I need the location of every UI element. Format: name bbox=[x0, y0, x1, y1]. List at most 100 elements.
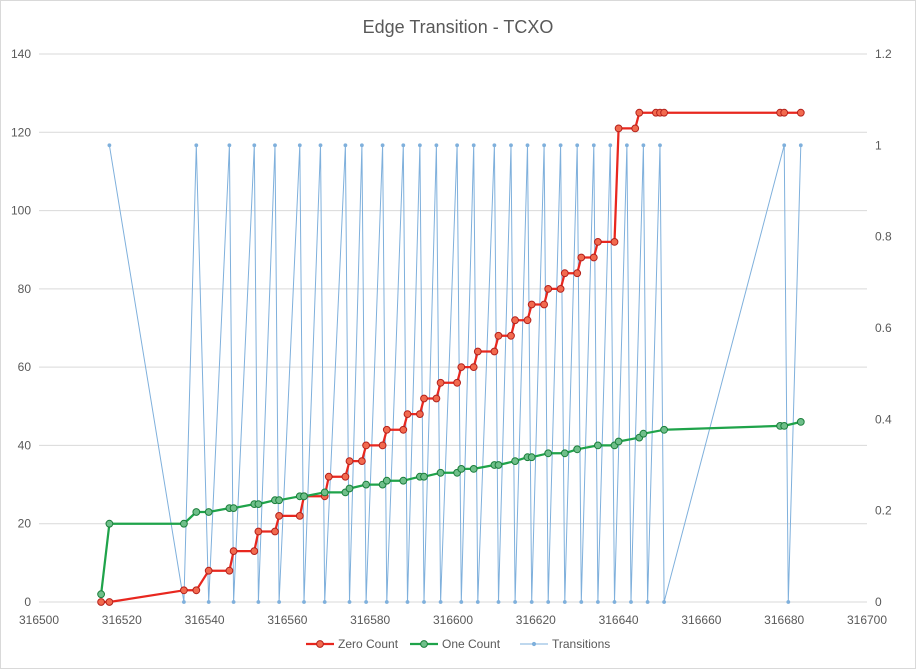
data-point bbox=[556, 285, 565, 293]
data-point bbox=[252, 143, 257, 148]
data-point bbox=[513, 600, 518, 604]
data-point bbox=[558, 143, 563, 148]
x-tick-label: 316680 bbox=[764, 613, 804, 627]
data-point bbox=[782, 143, 787, 148]
data-point bbox=[417, 143, 422, 148]
gridlines bbox=[39, 53, 867, 603]
data-point bbox=[204, 508, 213, 516]
y-tick-label: 100 bbox=[11, 204, 31, 218]
data-point bbox=[277, 600, 282, 604]
data-point bbox=[192, 508, 201, 516]
data-point bbox=[457, 465, 466, 473]
data-point bbox=[457, 363, 466, 372]
data-point bbox=[364, 600, 369, 604]
data-point bbox=[181, 600, 186, 604]
data-point bbox=[662, 600, 667, 604]
data-point bbox=[469, 363, 478, 372]
data-point bbox=[194, 143, 199, 148]
data-point bbox=[436, 378, 445, 387]
legend-marker bbox=[531, 641, 537, 647]
data-point bbox=[527, 300, 536, 309]
data-point bbox=[382, 425, 391, 434]
data-point bbox=[382, 476, 391, 485]
series-one-count bbox=[97, 418, 805, 599]
x-tick-label: 316540 bbox=[185, 613, 225, 627]
data-point bbox=[614, 437, 623, 446]
y2-tick-label: 0.6 bbox=[875, 321, 892, 335]
data-point bbox=[107, 143, 112, 148]
y2-tick-label: 0 bbox=[875, 595, 882, 609]
data-point bbox=[318, 143, 323, 148]
legend-marker bbox=[420, 640, 428, 648]
data-point bbox=[577, 253, 586, 262]
legend-label: Transitions bbox=[552, 637, 610, 651]
data-point bbox=[544, 449, 553, 458]
y2-tick-label: 1.2 bbox=[875, 47, 892, 61]
y-tick-label: 120 bbox=[11, 125, 31, 139]
data-point bbox=[573, 269, 582, 278]
data-point bbox=[614, 124, 623, 133]
data-point bbox=[359, 143, 364, 148]
data-point bbox=[594, 441, 602, 450]
data-point bbox=[496, 600, 501, 604]
data-point bbox=[511, 457, 519, 466]
data-point bbox=[97, 598, 105, 606]
data-point bbox=[796, 108, 805, 117]
data-point bbox=[562, 600, 567, 604]
legend-item-zero-count: Zero Count bbox=[306, 637, 399, 651]
y2-tick-label: 1 bbox=[875, 138, 882, 152]
data-point bbox=[544, 285, 553, 293]
y2-tick-label: 0.2 bbox=[875, 504, 892, 518]
data-point bbox=[254, 527, 263, 536]
data-point bbox=[275, 496, 284, 505]
data-point bbox=[300, 492, 308, 501]
data-point bbox=[527, 453, 536, 462]
series-transitions bbox=[107, 143, 803, 604]
y-tick-label: 0 bbox=[24, 595, 31, 609]
x-tick-label: 316600 bbox=[433, 613, 473, 627]
data-point bbox=[546, 600, 551, 604]
data-point bbox=[560, 269, 569, 278]
data-point bbox=[347, 600, 352, 604]
legend-marker bbox=[316, 640, 324, 648]
series-layer bbox=[97, 108, 805, 606]
data-point bbox=[629, 600, 633, 604]
data-point bbox=[225, 566, 234, 575]
data-point bbox=[660, 108, 668, 117]
data-point bbox=[399, 425, 408, 434]
data-point bbox=[432, 394, 441, 403]
x-tick-label: 316520 bbox=[102, 613, 142, 627]
data-point bbox=[401, 143, 406, 148]
y2-tick-label: 0.8 bbox=[875, 230, 892, 244]
data-point bbox=[295, 512, 304, 520]
data-point bbox=[302, 600, 306, 604]
data-point bbox=[658, 143, 662, 148]
legend: Zero Count One Count Transitions bbox=[306, 637, 610, 651]
axis-layer: 0 20 40 60 80 100 120 140 0 0.2 0.4 0.6 0.8 1 1.2 31650… bbox=[11, 47, 892, 627]
data-point bbox=[341, 472, 350, 481]
data-point bbox=[324, 472, 333, 481]
legend-item-one-count: One Count bbox=[410, 637, 501, 651]
data-point bbox=[494, 461, 503, 469]
data-point bbox=[525, 143, 530, 148]
y-tick-label: 80 bbox=[18, 282, 32, 296]
data-point bbox=[206, 600, 211, 604]
data-point bbox=[229, 504, 238, 513]
data-point bbox=[180, 586, 188, 595]
x-tick-label: 316660 bbox=[681, 613, 721, 627]
y-tick-label: 40 bbox=[18, 438, 32, 452]
data-point bbox=[399, 476, 408, 485]
data-point bbox=[254, 500, 263, 509]
data-point bbox=[511, 316, 519, 325]
data-point bbox=[591, 143, 596, 148]
data-point bbox=[579, 600, 584, 604]
data-point bbox=[320, 488, 329, 497]
data-point bbox=[635, 108, 644, 117]
data-point bbox=[105, 519, 114, 528]
series-line bbox=[108, 144, 802, 603]
data-point bbox=[560, 449, 569, 458]
data-point bbox=[494, 331, 503, 340]
data-point bbox=[384, 600, 389, 604]
data-point bbox=[631, 124, 640, 133]
